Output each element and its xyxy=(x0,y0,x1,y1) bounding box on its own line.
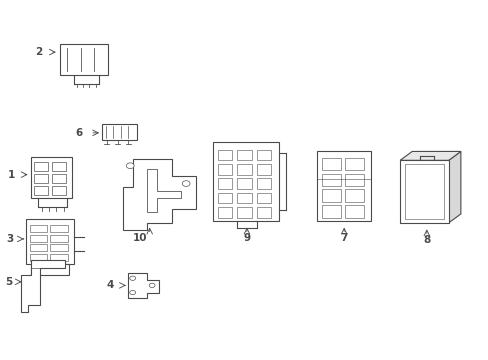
Circle shape xyxy=(126,163,134,168)
FancyBboxPatch shape xyxy=(30,244,46,251)
Text: 2: 2 xyxy=(36,47,42,57)
FancyBboxPatch shape xyxy=(34,162,48,171)
FancyBboxPatch shape xyxy=(34,174,48,183)
FancyBboxPatch shape xyxy=(345,189,363,202)
FancyBboxPatch shape xyxy=(30,264,69,275)
FancyBboxPatch shape xyxy=(52,186,66,195)
Circle shape xyxy=(129,276,135,280)
FancyBboxPatch shape xyxy=(34,186,48,195)
FancyBboxPatch shape xyxy=(217,164,232,175)
Text: 4: 4 xyxy=(106,280,114,291)
Polygon shape xyxy=(399,152,460,160)
FancyBboxPatch shape xyxy=(60,44,108,75)
FancyBboxPatch shape xyxy=(217,193,232,203)
FancyBboxPatch shape xyxy=(404,164,443,219)
FancyBboxPatch shape xyxy=(217,150,232,160)
FancyBboxPatch shape xyxy=(30,254,46,261)
FancyBboxPatch shape xyxy=(322,158,340,170)
FancyBboxPatch shape xyxy=(102,124,137,140)
FancyBboxPatch shape xyxy=(345,205,363,217)
FancyBboxPatch shape xyxy=(26,219,74,264)
Text: 6: 6 xyxy=(76,128,83,138)
FancyBboxPatch shape xyxy=(256,164,271,175)
FancyBboxPatch shape xyxy=(317,152,370,221)
FancyBboxPatch shape xyxy=(399,160,448,223)
Text: 10: 10 xyxy=(132,233,147,243)
FancyBboxPatch shape xyxy=(217,207,232,217)
FancyBboxPatch shape xyxy=(237,193,251,203)
Polygon shape xyxy=(21,260,64,312)
FancyBboxPatch shape xyxy=(237,150,251,160)
Circle shape xyxy=(182,181,190,186)
FancyBboxPatch shape xyxy=(52,162,66,171)
Text: 9: 9 xyxy=(243,233,250,243)
Text: 5: 5 xyxy=(5,277,12,287)
Polygon shape xyxy=(127,273,159,298)
FancyBboxPatch shape xyxy=(345,174,363,186)
FancyBboxPatch shape xyxy=(322,189,340,202)
FancyBboxPatch shape xyxy=(212,143,278,221)
FancyBboxPatch shape xyxy=(52,174,66,183)
FancyBboxPatch shape xyxy=(256,178,271,189)
FancyBboxPatch shape xyxy=(237,178,251,189)
Circle shape xyxy=(149,283,155,288)
FancyBboxPatch shape xyxy=(256,193,271,203)
FancyBboxPatch shape xyxy=(237,207,251,217)
FancyBboxPatch shape xyxy=(50,225,67,232)
FancyBboxPatch shape xyxy=(50,244,67,251)
Text: 1: 1 xyxy=(8,170,15,180)
Polygon shape xyxy=(147,169,181,212)
FancyBboxPatch shape xyxy=(322,205,340,217)
FancyBboxPatch shape xyxy=(50,254,67,261)
FancyBboxPatch shape xyxy=(30,225,46,232)
Polygon shape xyxy=(448,152,460,223)
FancyBboxPatch shape xyxy=(50,235,67,242)
Text: 7: 7 xyxy=(340,233,347,243)
FancyBboxPatch shape xyxy=(217,178,232,189)
Text: 3: 3 xyxy=(6,234,14,244)
FancyBboxPatch shape xyxy=(256,207,271,217)
FancyBboxPatch shape xyxy=(30,157,72,198)
Polygon shape xyxy=(122,158,196,230)
FancyBboxPatch shape xyxy=(256,150,271,160)
FancyBboxPatch shape xyxy=(30,235,46,242)
Text: 8: 8 xyxy=(422,235,429,245)
FancyBboxPatch shape xyxy=(237,164,251,175)
FancyBboxPatch shape xyxy=(322,174,340,186)
Circle shape xyxy=(129,291,135,295)
FancyBboxPatch shape xyxy=(345,158,363,170)
